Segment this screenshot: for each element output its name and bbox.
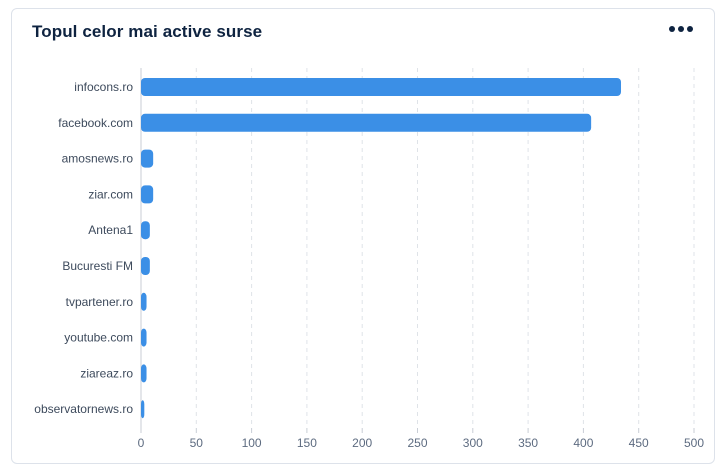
bar [141,257,150,275]
x-tick-label: 50 [190,436,204,450]
x-tick-label: 250 [407,436,427,450]
bar [141,292,147,311]
category-label: amosnews.ro [62,152,134,166]
x-tick-label: 150 [297,436,317,450]
x-tick-label: 200 [352,436,372,450]
x-tick-label: 350 [518,436,538,450]
bar [141,149,154,168]
bar [141,185,154,204]
bar [141,400,145,419]
category-label: tvpartener.ro [66,295,134,309]
category-label: ziareaz.ro [80,366,133,380]
category-label: Antena1 [88,223,133,237]
bar [141,328,147,347]
category-label: youtube.com [64,331,133,345]
more-dot [678,26,684,32]
category-label: observatornews.ro [34,402,133,416]
more-options-icon[interactable] [669,22,693,36]
x-tick-label: 450 [629,436,649,450]
x-tick-label: 0 [138,436,145,450]
x-tick-label: 400 [573,436,593,450]
bar [141,221,150,240]
category-label: ziar.com [88,187,133,201]
category-label: infocons.ro [74,80,133,94]
bar [141,113,592,132]
more-dot [687,26,693,32]
more-dot [669,26,675,32]
card-title: Topul celor mai active surse [32,22,263,41]
category-label: Bucuresti FM [62,259,133,273]
bar [141,364,147,383]
x-tick-label: 300 [463,436,483,450]
x-tick-label: 500 [684,436,704,450]
x-tick-label: 100 [242,436,262,450]
category-label: facebook.com [58,116,133,130]
bar [141,78,622,96]
